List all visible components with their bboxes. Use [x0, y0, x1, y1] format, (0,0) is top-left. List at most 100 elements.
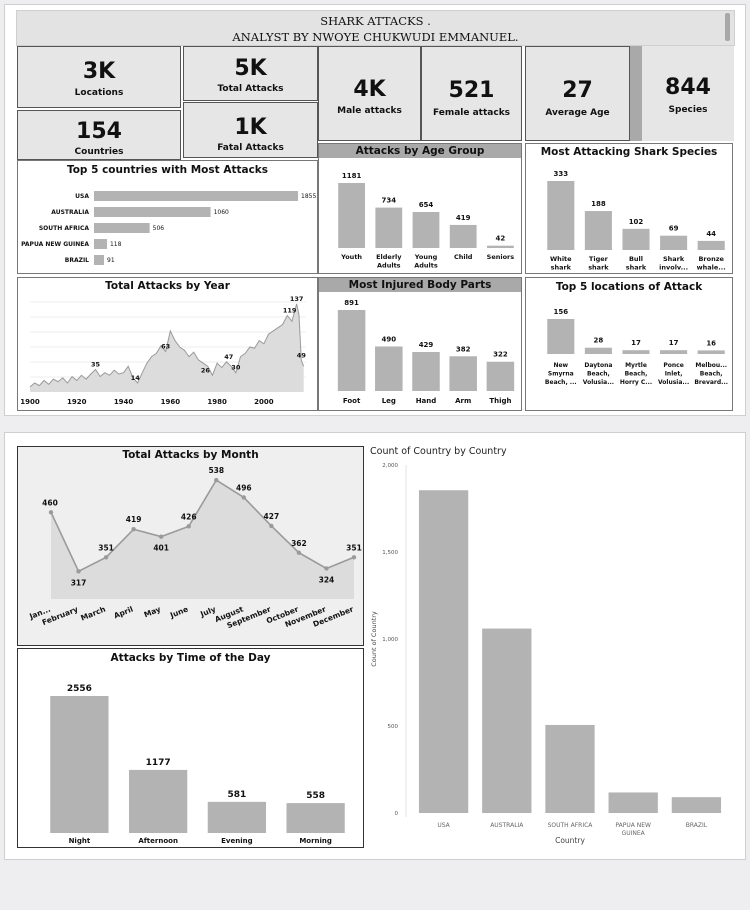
data-label: 35 — [91, 361, 101, 369]
data-point — [351, 555, 357, 560]
category-label: Volusia... — [583, 379, 614, 386]
bar — [671, 797, 722, 813]
data-label: 496 — [236, 483, 252, 492]
category-label: Daytona — [584, 362, 612, 369]
data-label: 538 — [208, 466, 224, 475]
category-label: Shark — [663, 255, 685, 263]
x-tick-label: 1960 — [161, 398, 181, 406]
kpi-total-attacks: 5K Total Attacks — [183, 46, 318, 101]
series-line — [29, 303, 305, 388]
category-label: involv... — [659, 264, 688, 272]
bar — [128, 769, 188, 833]
category-label: SOUTH AFRICA — [39, 225, 89, 232]
bar — [584, 211, 612, 250]
country-count-chart: 0 500 1,000 1,500 2,000 USA AUSTRALIA SOUTH AFR… — [370, 463, 722, 845]
bar — [449, 224, 477, 248]
top5-countries-panel: Top 5 countries with Most Attacks USA 185… — [17, 160, 318, 274]
category-label: Adults — [414, 262, 438, 270]
data-label: 69 — [669, 225, 679, 233]
data-point — [296, 550, 302, 555]
species-chart: 333Whiteshark188Tigershark102Bullshark69… — [547, 170, 726, 272]
category-label: Brevard... — [694, 379, 728, 386]
category-label: SOUTH AFRICA — [548, 822, 594, 829]
kpi-locations-label: Locations — [74, 88, 124, 98]
category-label: BRAZIL — [686, 822, 708, 829]
category-label: Volusia... — [658, 379, 689, 386]
data-label: 460 — [42, 498, 58, 507]
data-label: 30 — [231, 364, 241, 372]
category-label: shark — [626, 264, 647, 272]
kpi-species-value: 844 — [665, 75, 711, 100]
data-label: 118 — [110, 241, 122, 248]
bar — [418, 490, 469, 813]
x-tick-label: 2000 — [254, 398, 274, 406]
kpi-female-label: Female attacks — [432, 108, 511, 118]
by-year-title: Total Attacks by Year — [105, 280, 230, 292]
category-label: White — [550, 255, 572, 263]
header-scrollbar[interactable] — [725, 13, 730, 41]
bar — [547, 181, 575, 250]
kpi-species-label: Species — [668, 105, 708, 115]
bar — [94, 239, 107, 249]
time-of-day-chart: 2556 Night 1177 Afternoon 581 Evening 558 Morni… — [50, 684, 345, 845]
data-label: 17 — [669, 339, 679, 347]
bar — [584, 347, 612, 354]
category-label: Youth — [340, 253, 362, 261]
page-title: SHARK ATTACKS . — [320, 14, 431, 28]
kpi-locations: 3K Locations — [17, 46, 181, 108]
y-tick-label: 0 — [395, 811, 399, 817]
bar — [622, 228, 650, 250]
header-banner: SHARK ATTACKS . ANALYST BY NWOYE CHUKWUD… — [16, 10, 735, 46]
by-month-panel: Total Attacks by Month 460 Jan... 317 Febru… — [17, 446, 364, 646]
locations-panel: Top 5 locations of Attack 156 New Smyrna Be… — [525, 277, 733, 411]
data-label: 28 — [594, 337, 604, 345]
category-label: shark — [588, 264, 609, 272]
category-label: PAPUA NEW GUINEA — [21, 241, 89, 248]
category-label: Evening — [221, 837, 252, 845]
kpi-total-attacks-label: Total Attacks — [217, 84, 284, 94]
category-label: Smyrna — [548, 371, 574, 378]
x-axis-title: Country — [555, 836, 585, 845]
age-group-chart: 1181Youth734ElderlyAdults654YoungAdults4… — [338, 172, 515, 270]
category-label: GUINEA — [622, 830, 646, 837]
bar — [486, 361, 515, 391]
y-axis-title: Count of Country — [370, 611, 378, 667]
data-point — [48, 510, 54, 515]
data-label: 426 — [181, 512, 197, 521]
category-label: Horry C... — [620, 379, 652, 386]
bar — [412, 352, 440, 391]
bar — [94, 223, 150, 233]
kpi-divider — [630, 46, 642, 141]
bar — [94, 191, 298, 201]
kpi-average-age: 27 Average Age — [525, 46, 630, 141]
category-label: Thigh — [489, 397, 511, 405]
locations-title: Top 5 locations of Attack — [555, 281, 703, 293]
data-label: 137 — [290, 295, 304, 303]
category-label: Night — [69, 837, 91, 845]
body-parts-title: Most Injured Body Parts — [319, 278, 521, 292]
kpi-fatal-attacks: 1K Fatal Attacks — [183, 102, 318, 158]
category-label: USA — [75, 193, 89, 200]
bar — [50, 696, 109, 833]
category-label: Young — [414, 253, 438, 261]
data-label: 322 — [493, 351, 508, 359]
top5-countries-chart: USA 1855 AUSTRALIA 1060 SOUTH AFRICA 506 PAPUA… — [21, 191, 316, 265]
data-label: 506 — [153, 225, 165, 232]
kpi-total-attacks-value: 5K — [234, 56, 267, 81]
data-label: 1060 — [214, 209, 229, 216]
category-label: Beach, — [625, 371, 648, 378]
data-label: 382 — [456, 345, 471, 353]
data-label: 47 — [224, 353, 233, 361]
kpi-locations-value: 3K — [82, 59, 116, 84]
data-point — [158, 534, 164, 539]
data-label: 419 — [456, 214, 471, 222]
bar — [660, 235, 688, 250]
category-label: Leg — [382, 397, 396, 405]
category-label: Seniors — [487, 253, 515, 261]
data-label: 654 — [419, 201, 434, 209]
bar — [94, 207, 211, 217]
category-label: PAPUA NEW — [615, 822, 651, 829]
kpi-male-value: 4K — [353, 77, 386, 102]
time-of-day-panel: Attacks by Time of the Day 2556 Night 1177… — [17, 648, 364, 848]
data-label: 44 — [706, 230, 716, 238]
